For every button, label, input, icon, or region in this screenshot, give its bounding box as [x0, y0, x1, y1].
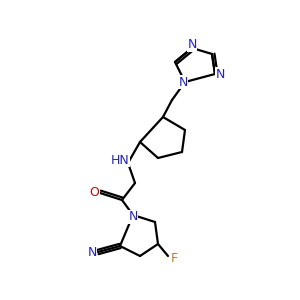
Text: O: O [89, 187, 99, 200]
Text: N: N [178, 76, 188, 88]
Text: HN: HN [111, 154, 129, 166]
Text: N: N [187, 38, 197, 52]
Text: N: N [128, 211, 138, 224]
Text: N: N [215, 68, 225, 80]
Text: F: F [170, 251, 178, 265]
Text: N: N [87, 245, 97, 259]
